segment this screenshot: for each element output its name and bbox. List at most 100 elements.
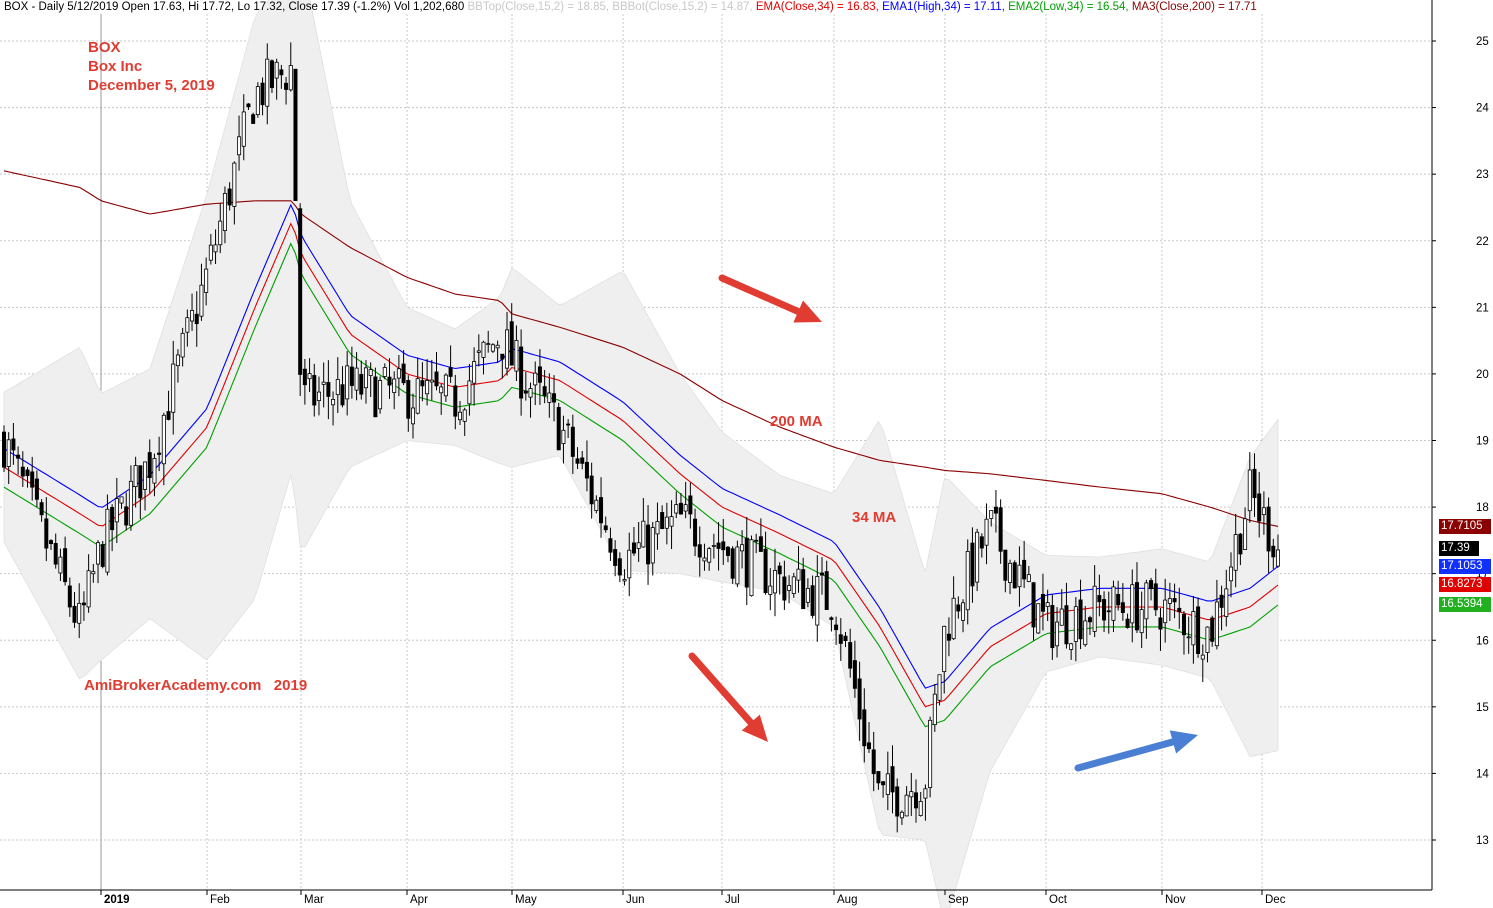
- candle-body: [265, 58, 270, 107]
- candle-body: [49, 540, 54, 545]
- candle-body: [937, 674, 942, 701]
- candle-body: [989, 510, 994, 519]
- candle-body: [904, 794, 909, 817]
- candle-body: [533, 372, 538, 386]
- candle-body: [707, 548, 712, 563]
- candle-body: [1055, 621, 1060, 647]
- candle-body: [1172, 598, 1177, 603]
- red-arrow-2-shaft: [688, 652, 755, 727]
- candle-body: [72, 605, 77, 623]
- candle-body: [730, 548, 735, 579]
- candle-body: [345, 365, 350, 400]
- candle-body: [787, 585, 792, 591]
- x-tick-label: Mar: [304, 894, 324, 906]
- y-tick-label: 16: [1476, 635, 1489, 647]
- candle-body: [852, 660, 857, 689]
- y-tick-label: 15: [1476, 702, 1489, 714]
- candle-body: [1031, 582, 1036, 628]
- candle-body: [857, 678, 862, 720]
- candle-body: [1167, 598, 1172, 604]
- candle-body: [312, 375, 317, 406]
- candle-body: [1205, 626, 1210, 653]
- x-tick-label: Jul: [725, 894, 740, 906]
- candle-body: [627, 549, 632, 579]
- candle-body: [293, 68, 298, 201]
- candle-body: [617, 558, 622, 576]
- y-tick-label: 19: [1476, 436, 1489, 448]
- candle-body: [810, 585, 815, 616]
- candle-body: [622, 579, 627, 582]
- candle-body: [406, 380, 411, 419]
- candle-body: [871, 749, 876, 775]
- candle-body: [1144, 582, 1149, 620]
- candle-body: [490, 344, 495, 352]
- x-tick-label: Oct: [1049, 894, 1068, 906]
- candle-body: [876, 771, 881, 784]
- candle-body: [613, 549, 618, 566]
- candle-body: [124, 506, 129, 526]
- candle-body: [1106, 610, 1111, 613]
- candle-body: [331, 399, 336, 406]
- candle-body: [1092, 585, 1097, 632]
- candle-body: [1177, 607, 1182, 613]
- candle-body: [721, 541, 726, 551]
- candle-body: [443, 374, 448, 397]
- y-tick-label: 22: [1476, 236, 1489, 248]
- candle-body: [824, 571, 829, 610]
- x-tick-label: Sep: [948, 894, 968, 906]
- candle-body: [190, 310, 195, 322]
- candle-body: [227, 188, 232, 206]
- candle-body: [138, 465, 143, 499]
- candle-body: [1111, 586, 1116, 621]
- candle-body: [566, 423, 571, 426]
- candle-body: [453, 385, 458, 417]
- candle-body: [500, 353, 505, 360]
- candle-body: [373, 376, 378, 418]
- candle-body: [91, 571, 96, 575]
- candle-body: [171, 363, 176, 413]
- candle-body: [1069, 643, 1074, 650]
- candle-body: [274, 61, 279, 79]
- red-arrow-2: [688, 652, 768, 742]
- candle-body: [838, 634, 843, 644]
- candle-body: [660, 512, 665, 529]
- candle-body: [269, 60, 274, 88]
- candle-body: [1163, 599, 1168, 624]
- candle-body: [848, 642, 853, 669]
- candle-body: [580, 457, 585, 464]
- candle-body: [472, 361, 477, 384]
- candle-body: [796, 568, 801, 581]
- candle-body: [1257, 493, 1262, 522]
- candle-body: [923, 788, 928, 799]
- candle-body: [669, 516, 674, 527]
- badge-ema-low: 16.5394: [1439, 597, 1491, 612]
- blue-arrow: [1074, 730, 1198, 772]
- candle-body: [63, 548, 68, 583]
- candle-body: [918, 800, 923, 816]
- y-tick-label: 25: [1476, 36, 1489, 48]
- candle-body: [1261, 507, 1266, 516]
- header-ema1: EMA1(High,34) = 17.11,: [882, 1, 1009, 13]
- candle-body: [979, 536, 984, 549]
- candle-body: [232, 162, 237, 207]
- candle-body: [199, 284, 204, 317]
- candle-body: [1116, 593, 1121, 606]
- candle-body: [655, 521, 660, 535]
- candle-body: [697, 544, 702, 558]
- candle-body: [970, 542, 975, 587]
- candle-body: [30, 471, 35, 488]
- blue-arrow-shaft: [1074, 738, 1177, 772]
- candle-body: [768, 585, 773, 595]
- candle-body: [335, 379, 340, 396]
- candle-body: [237, 136, 242, 156]
- candle-body: [1125, 618, 1130, 628]
- candle-body: [1181, 613, 1186, 636]
- candle-body: [1247, 469, 1252, 512]
- candle-body: [608, 538, 613, 553]
- candle-body: [1040, 593, 1045, 612]
- candle-body: [1083, 620, 1088, 646]
- candle-body: [166, 411, 171, 420]
- candle-body: [646, 524, 651, 565]
- candle-body: [255, 86, 260, 116]
- candle-body: [359, 373, 364, 395]
